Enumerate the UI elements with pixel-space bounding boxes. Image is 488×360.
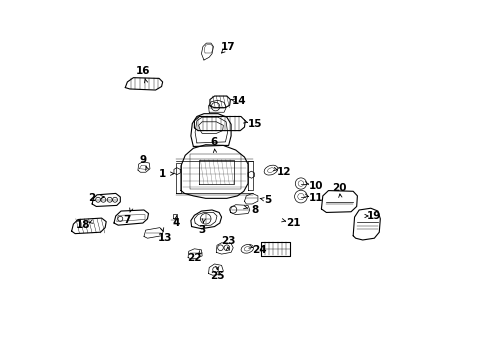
Text: 23: 23: [220, 236, 235, 246]
Text: 13: 13: [158, 233, 172, 243]
Text: 22: 22: [187, 253, 201, 263]
Text: 8: 8: [251, 205, 258, 215]
Text: 2: 2: [88, 193, 96, 203]
Text: 6: 6: [210, 137, 217, 147]
Text: 16: 16: [136, 66, 150, 76]
Text: 20: 20: [331, 183, 346, 193]
Text: 3: 3: [198, 225, 205, 235]
Text: 4: 4: [172, 218, 179, 228]
Text: 1: 1: [159, 168, 166, 179]
Text: 7: 7: [123, 215, 131, 225]
Text: 18: 18: [76, 220, 90, 230]
Text: 17: 17: [220, 42, 235, 51]
Text: 11: 11: [308, 193, 323, 203]
Text: 21: 21: [285, 218, 300, 228]
Text: 15: 15: [247, 119, 262, 129]
Text: 25: 25: [210, 271, 224, 281]
Text: 12: 12: [277, 167, 291, 177]
Text: 14: 14: [231, 96, 246, 106]
Text: 19: 19: [366, 211, 381, 221]
Text: 10: 10: [308, 181, 323, 191]
Text: 9: 9: [140, 154, 146, 165]
Text: 5: 5: [264, 195, 271, 205]
Text: 24: 24: [252, 244, 266, 255]
